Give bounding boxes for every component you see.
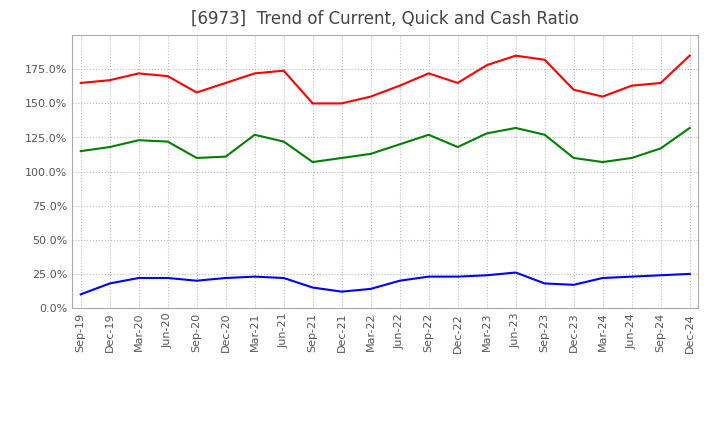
Quick Ratio	[76, 149, 85, 154]
Current Ratio	[366, 94, 375, 99]
Quick Ratio	[685, 125, 694, 131]
Cash Ratio	[511, 270, 520, 275]
Current Ratio	[454, 80, 462, 85]
Quick Ratio	[221, 154, 230, 159]
Current Ratio	[221, 80, 230, 85]
Quick Ratio	[163, 139, 172, 144]
Quick Ratio	[192, 155, 201, 161]
Current Ratio	[511, 53, 520, 58]
Quick Ratio	[279, 139, 288, 144]
Cash Ratio	[424, 274, 433, 279]
Cash Ratio	[627, 274, 636, 279]
Cash Ratio	[570, 282, 578, 287]
Cash Ratio	[76, 292, 85, 297]
Current Ratio	[279, 68, 288, 73]
Cash Ratio	[395, 278, 404, 283]
Cash Ratio	[105, 281, 114, 286]
Cash Ratio	[135, 275, 143, 281]
Current Ratio	[395, 83, 404, 88]
Current Ratio	[135, 71, 143, 76]
Current Ratio	[657, 80, 665, 85]
Current Ratio	[424, 71, 433, 76]
Cash Ratio	[221, 275, 230, 281]
Cash Ratio	[598, 275, 607, 281]
Cash Ratio	[338, 289, 346, 294]
Current Ratio	[338, 101, 346, 106]
Current Ratio	[541, 57, 549, 62]
Cash Ratio	[454, 274, 462, 279]
Current Ratio	[570, 87, 578, 92]
Quick Ratio	[395, 142, 404, 147]
Line: Current Ratio: Current Ratio	[81, 55, 690, 103]
Line: Cash Ratio: Cash Ratio	[81, 272, 690, 294]
Current Ratio	[192, 90, 201, 95]
Quick Ratio	[570, 155, 578, 161]
Current Ratio	[105, 77, 114, 83]
Cash Ratio	[366, 286, 375, 292]
Quick Ratio	[482, 131, 491, 136]
Current Ratio	[627, 83, 636, 88]
Quick Ratio	[308, 159, 317, 165]
Current Ratio	[598, 94, 607, 99]
Current Ratio	[685, 53, 694, 58]
Cash Ratio	[251, 274, 259, 279]
Quick Ratio	[366, 151, 375, 157]
Cash Ratio	[279, 275, 288, 281]
Quick Ratio	[424, 132, 433, 137]
Line: Quick Ratio: Quick Ratio	[81, 128, 690, 162]
Cash Ratio	[163, 275, 172, 281]
Title: [6973]  Trend of Current, Quick and Cash Ratio: [6973] Trend of Current, Quick and Cash …	[192, 10, 579, 28]
Cash Ratio	[657, 273, 665, 278]
Quick Ratio	[105, 144, 114, 150]
Current Ratio	[308, 101, 317, 106]
Quick Ratio	[135, 138, 143, 143]
Quick Ratio	[454, 144, 462, 150]
Quick Ratio	[251, 132, 259, 137]
Quick Ratio	[338, 155, 346, 161]
Quick Ratio	[627, 155, 636, 161]
Quick Ratio	[511, 125, 520, 131]
Current Ratio	[482, 62, 491, 68]
Quick Ratio	[598, 159, 607, 165]
Cash Ratio	[685, 271, 694, 276]
Current Ratio	[76, 80, 85, 85]
Quick Ratio	[657, 146, 665, 151]
Cash Ratio	[482, 273, 491, 278]
Quick Ratio	[541, 132, 549, 137]
Current Ratio	[163, 73, 172, 79]
Cash Ratio	[308, 285, 317, 290]
Cash Ratio	[541, 281, 549, 286]
Current Ratio	[251, 71, 259, 76]
Cash Ratio	[192, 278, 201, 283]
